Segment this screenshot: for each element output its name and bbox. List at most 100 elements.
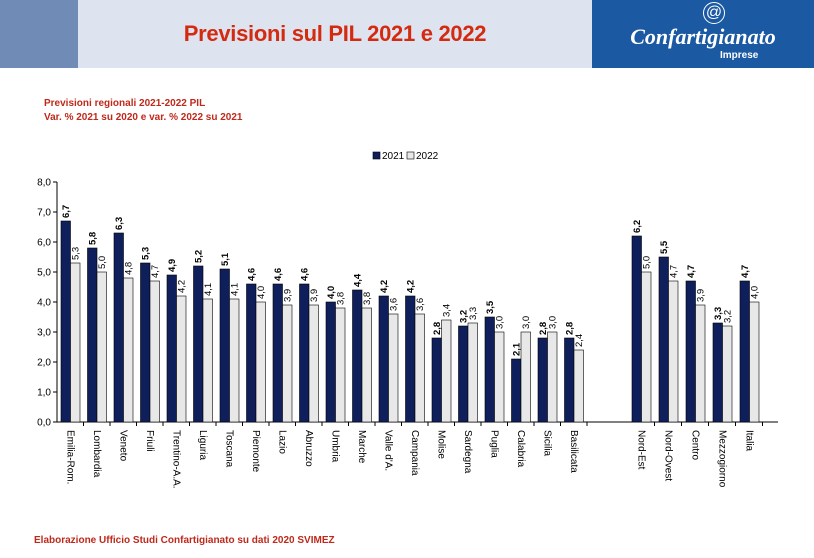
bar-2022 (361, 307, 372, 423)
x-category-label: Toscana (224, 430, 235, 468)
data-label-2022: 4,1 (229, 283, 240, 296)
bar-2022 (335, 307, 346, 423)
data-label-2021: 2,1 (511, 342, 522, 356)
data-label-2021: 5,1 (220, 252, 231, 266)
bar-2021 (325, 301, 336, 423)
legend-swatch-2021 (372, 151, 381, 160)
legend-label-2022: 2022 (416, 151, 439, 162)
bar-2022 (229, 298, 240, 423)
data-label-2022: 3,0 (547, 316, 558, 329)
data-label-2021: 4,7 (740, 265, 751, 278)
source-note: Elaborazione Ufficio Studi Confartigiana… (34, 535, 335, 546)
data-label-2021: 4,6 (273, 268, 284, 281)
bar-2021 (299, 283, 310, 423)
bar-2021 (140, 262, 151, 423)
data-label-2022: 4,7 (150, 265, 161, 278)
y-tick-label: 6,0 (37, 238, 51, 249)
x-category-label: Campania (409, 430, 420, 476)
page-title: Previsioni sul PIL 2021 e 2022 (183, 21, 487, 46)
bar-2021 (87, 247, 98, 423)
y-tick-label: 3,0 (37, 328, 51, 339)
data-label-2021: 4,0 (326, 286, 337, 299)
bar-2021 (378, 295, 389, 423)
data-label-2022: 3,3 (468, 307, 479, 320)
header-accent-block (0, 0, 78, 68)
bar-2022 (282, 304, 293, 423)
x-category-label: Sardegna (462, 430, 473, 474)
x-category-label: Mezzogiorno (717, 430, 728, 488)
bar-2022 (520, 331, 531, 423)
bar-2022 (70, 262, 81, 423)
data-label-2022: 4,7 (668, 265, 679, 278)
bar-2022 (749, 301, 760, 423)
bar-2021 (60, 220, 71, 423)
bar-2021 (193, 265, 204, 423)
data-label-2021: 6,2 (632, 220, 643, 233)
data-label-2021: 4,2 (405, 280, 416, 293)
x-category-label: Calabria (515, 430, 526, 468)
bar-2022 (123, 277, 134, 423)
x-category-label: Liguria (197, 430, 208, 460)
data-label-2021: 6,7 (61, 205, 72, 218)
data-label-2021: 3,3 (713, 307, 724, 320)
data-label-2021: 3,5 (485, 300, 496, 314)
bar-2021 (564, 337, 575, 423)
y-tick-label: 1,0 (37, 388, 51, 399)
bar-2021 (431, 337, 442, 423)
data-label-2022: 5,3 (70, 247, 81, 260)
x-category-label: Abruzzo (303, 430, 314, 467)
data-label-2022: 3,2 (722, 310, 733, 323)
data-label-2022: 5,0 (641, 256, 652, 269)
bar-2021 (272, 283, 283, 423)
x-category-label: Centro (690, 430, 701, 460)
y-tick-label: 4,0 (37, 298, 51, 309)
data-label-2022: 3,9 (695, 289, 706, 302)
data-label-2022: 3,0 (494, 316, 505, 329)
bar-2022 (96, 271, 107, 423)
logo-subtitle: Imprese (720, 50, 759, 61)
bar-2022 (494, 331, 505, 423)
legend: 2021 2022 (372, 151, 439, 162)
x-category-label: Lazio (277, 430, 288, 454)
data-label-2022: 3,8 (335, 292, 346, 305)
y-tick-label: 0,0 (37, 418, 51, 429)
bar-2021 (113, 232, 124, 423)
data-label-2021: 5,3 (140, 247, 151, 260)
data-label-2021: 4,4 (352, 273, 363, 287)
data-label-2021: 4,6 (246, 268, 257, 281)
bar-2021 (685, 280, 696, 423)
data-label-2022: 3,0 (521, 316, 532, 329)
logo-wordmark: Confartigianato (630, 24, 776, 49)
data-label-2022: 4,2 (176, 280, 187, 293)
bar-2022 (641, 271, 652, 423)
bar-2021 (739, 280, 750, 423)
x-category-label: Umbria (330, 430, 341, 463)
bar-2022 (441, 319, 452, 423)
data-label-2021: 3,2 (458, 310, 469, 323)
chart-subtitle: Previsioni regionali 2021-2022 PIL Var. … (44, 97, 243, 125)
data-label-2022: 3,9 (282, 289, 293, 302)
x-category-label: Molise (436, 430, 447, 459)
legend-swatch-2022 (406, 151, 415, 160)
header-band (78, 0, 592, 68)
data-label-2021: 2,8 (538, 322, 549, 335)
bar-2022 (467, 322, 478, 423)
x-category-label: Puglia (489, 430, 500, 458)
x-category-label: Italia (744, 430, 755, 452)
bar-2021 (511, 358, 522, 423)
data-label-2022: 4,0 (749, 286, 760, 299)
y-tick-label: 2,0 (37, 358, 51, 369)
bar-2021 (219, 268, 230, 423)
x-category-label: Emilia-Rom. (65, 430, 76, 484)
data-label-2021: 4,7 (686, 265, 697, 278)
bar-2021 (458, 325, 469, 423)
data-label-2021: 5,2 (193, 250, 204, 263)
x-category-label: Basilicata (568, 430, 579, 473)
bar-2021 (631, 235, 642, 423)
y-tick-label: 8,0 (37, 178, 51, 189)
data-label-2022: 5,0 (97, 256, 108, 269)
x-category-label: Nord-Est (636, 430, 647, 470)
data-label-2022: 4,0 (256, 286, 267, 299)
bar-2022 (308, 304, 319, 423)
data-label-2021: 2,8 (432, 322, 443, 335)
